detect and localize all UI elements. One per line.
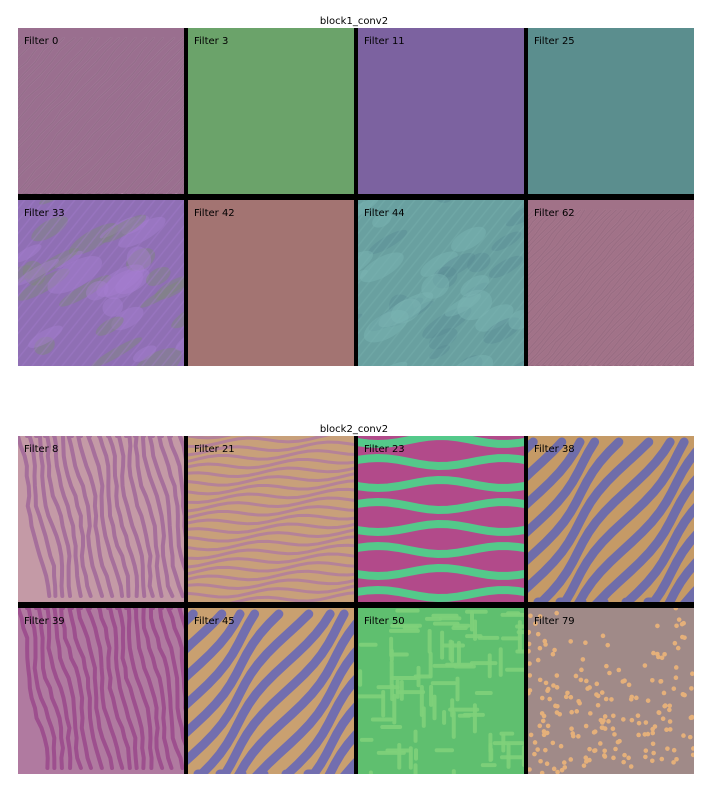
filter-visualization [18, 28, 184, 194]
filter-visualization [18, 436, 184, 602]
filter-visualization [358, 28, 524, 194]
filter-label: Filter 42 [194, 208, 235, 219]
filter-visualization [358, 436, 524, 602]
filter-visualization [188, 608, 354, 774]
filter-label: Filter 8 [24, 444, 59, 455]
filter-label: Filter 3 [194, 36, 229, 47]
filter-visualization [528, 28, 694, 194]
filter-tile: Filter 33 [18, 200, 184, 366]
filter-tile: Filter 39 [18, 608, 184, 774]
filter-tile: Filter 8 [18, 436, 184, 602]
filter-grid: Filter 0 Filter 3 Filter 11 Filter 25 Filter… [18, 28, 694, 366]
filter-label: Filter 23 [364, 444, 405, 455]
filter-label: Filter 45 [194, 616, 235, 627]
filter-visualization [358, 200, 524, 366]
panel-title: block1_conv2 [319, 16, 389, 27]
filter-visualization [188, 28, 354, 194]
filter-label: Filter 39 [24, 616, 65, 627]
filter-label: Filter 38 [534, 444, 575, 455]
filter-label: Filter 50 [364, 616, 405, 627]
filter-tile: Filter 79 [528, 608, 694, 774]
filter-tile: Filter 25 [528, 28, 694, 194]
filter-visualization [188, 436, 354, 602]
filter-tile: Filter 42 [188, 200, 354, 366]
filter-visualization [188, 200, 354, 366]
filter-visualization [528, 608, 694, 774]
filter-tile: Filter 62 [528, 200, 694, 366]
filter-visualization [18, 608, 184, 774]
filter-visualization [528, 436, 694, 602]
filter-label: Filter 79 [534, 616, 575, 627]
filter-label: Filter 21 [194, 444, 235, 455]
filter-tile: Filter 45 [188, 608, 354, 774]
filter-label: Filter 0 [24, 36, 59, 47]
filter-label: Filter 25 [534, 36, 575, 47]
filter-tile: Filter 11 [358, 28, 524, 194]
filter-visualization [18, 200, 184, 366]
panel-title: block2_conv2 [319, 424, 389, 435]
filter-visualization [358, 608, 524, 774]
filter-tile: Filter 23 [358, 436, 524, 602]
filter-tile: Filter 3 [188, 28, 354, 194]
filter-tile: Filter 21 [188, 436, 354, 602]
filter-tile: Filter 50 [358, 608, 524, 774]
filter-tile: Filter 0 [18, 28, 184, 194]
filter-label: Filter 11 [364, 36, 405, 47]
filter-label: Filter 33 [24, 208, 65, 219]
filter-label: Filter 44 [364, 208, 405, 219]
filter-tile: Filter 38 [528, 436, 694, 602]
filter-visualization [528, 200, 694, 366]
filter-grid: Filter 8 Filter 21 Filter 23 Filter 38 Filte… [18, 436, 694, 774]
filter-tile: Filter 44 [358, 200, 524, 366]
filter-label: Filter 62 [534, 208, 575, 219]
